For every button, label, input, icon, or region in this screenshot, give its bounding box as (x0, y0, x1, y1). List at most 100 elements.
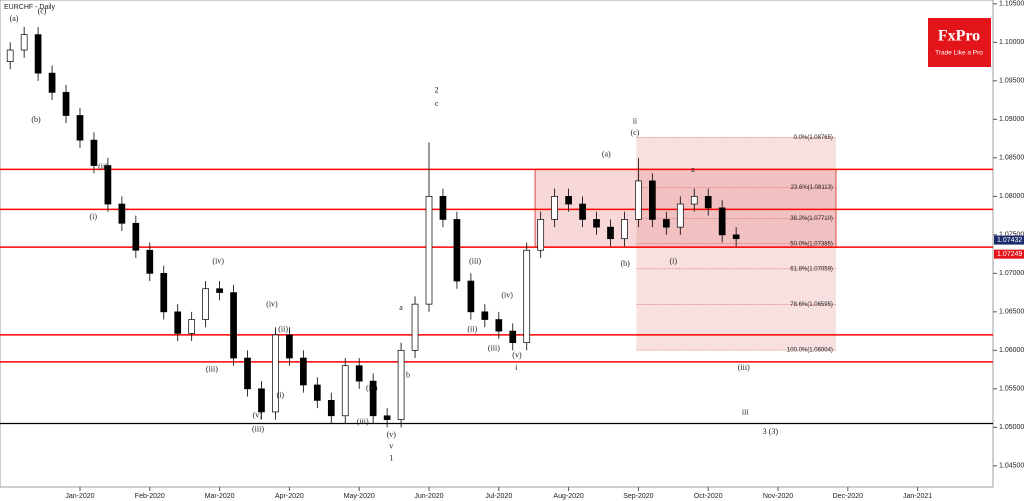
x-tick-label: May-2020 (344, 493, 375, 500)
candle-body (439, 195, 447, 220)
wave-label: iii (742, 408, 749, 417)
candle-body (174, 311, 182, 334)
logo-name: FxPro (938, 28, 980, 45)
candle-body (425, 195, 433, 305)
x-tick-label: Oct-2020 (694, 493, 723, 500)
y-tick-label: 1.07500 (999, 232, 1024, 239)
y-tick-label: 1.06500 (999, 309, 1024, 316)
candle-body (118, 203, 126, 224)
candle-body (188, 319, 196, 334)
wave-label: (c) (630, 128, 639, 137)
wave-label: v (389, 441, 393, 450)
candle-body (593, 219, 600, 228)
candle-body (495, 319, 503, 332)
candle-body (397, 349, 405, 420)
logo-tagline: Trade Like a Pro (935, 50, 983, 57)
price-box (994, 235, 1024, 245)
chart-title: EURCHF - Daily (4, 4, 55, 11)
candle-body (286, 334, 293, 359)
fibonacci-label: 100.0%(1.06004) (787, 348, 833, 354)
wave-label: ii (633, 116, 638, 125)
wave-label: (i) (670, 257, 678, 266)
fibonacci-label: 61.8%(1.07059) (790, 266, 833, 272)
x-tick-label: Jun-2020 (414, 493, 443, 500)
wave-label: 3 (3) (763, 427, 779, 436)
x-tick-label: Jul-2020 (485, 493, 512, 500)
plot-frame (0, 0, 994, 488)
wave-label: 1 (389, 454, 393, 463)
wave-label: (iii) (206, 364, 218, 373)
candle-body (481, 311, 489, 320)
y-tick-label: 1.08500 (999, 155, 1024, 162)
candle-body (258, 388, 265, 413)
wave-label: (iii) (469, 257, 481, 266)
price-box (994, 249, 1024, 259)
x-tick-label: Aug-2020 (553, 493, 583, 500)
x-tick-label: Mar-2020 (205, 493, 235, 500)
x-tick-label: Dec-2020 (833, 493, 863, 500)
y-tick-label: 1.09500 (999, 78, 1024, 85)
candle-body (313, 384, 321, 401)
fibonacci-label: 50.0%(1.07385) (790, 241, 833, 247)
candle-body (341, 365, 349, 417)
candle-body (662, 219, 670, 228)
fibonacci-label: 78.6%(1.06595) (790, 302, 833, 308)
candle-body (272, 334, 279, 413)
x-tick-label: Jan-2020 (65, 493, 94, 500)
candle-body (62, 92, 70, 116)
wave-label: (v) (253, 411, 263, 420)
wave-label: (iii) (252, 424, 264, 433)
wave-label: (ii) (467, 324, 477, 333)
wave-label: (ii) (278, 324, 288, 333)
y-tick-label: 1.04500 (999, 463, 1024, 470)
candle-body (216, 288, 223, 293)
candle-body (704, 195, 712, 209)
candle-body (467, 280, 475, 313)
y-tick-label: 1.05500 (999, 386, 1024, 393)
candle-body (76, 115, 84, 141)
wave-label: (iv) (266, 300, 278, 309)
wave-label: (iii) (357, 417, 369, 426)
wave-label: (i) (277, 391, 285, 400)
candle-body (146, 249, 154, 274)
candle-body (6, 49, 14, 62)
candle-body (635, 180, 642, 220)
wave-label: 2 (435, 86, 439, 95)
candle-body (676, 203, 684, 228)
x-tick-label: Apr-2020 (275, 493, 304, 500)
fibonacci-label: 23.6%(1.08113) (791, 185, 833, 191)
wave-label: (iv) (501, 290, 513, 299)
y-tick-label: 1.09000 (999, 116, 1024, 123)
candle-body (551, 195, 558, 220)
y-tick-label: 1.06000 (999, 347, 1024, 354)
wave-label: (i) (89, 212, 97, 221)
wave-label: (iv) (212, 257, 224, 266)
candle-body (48, 72, 56, 93)
x-tick-label: Jan-2021 (903, 493, 932, 500)
candle-body (537, 219, 545, 251)
y-tick-label: 1.05000 (999, 424, 1024, 431)
wave-label: (v) (512, 351, 522, 360)
fibonacci-label: 38.2%(1.07710) (790, 216, 833, 222)
candle-body (160, 272, 168, 313)
candle-body (411, 303, 419, 351)
wave-label: (iii) (738, 363, 750, 372)
candle-body (732, 234, 740, 240)
candle-body (132, 222, 140, 251)
candle-body (300, 357, 307, 386)
candle-body (509, 330, 517, 343)
candle-body (355, 365, 363, 382)
logo-box (928, 18, 991, 67)
wave-label: (v) (387, 430, 397, 439)
candle-body (327, 400, 335, 417)
wave-label: (iv) (366, 384, 378, 393)
wave-label: (iii) (488, 344, 500, 353)
candle-body (230, 292, 237, 359)
candle-body (565, 195, 572, 205)
candle-body (718, 207, 726, 236)
y-tick-label: 1.10000 (999, 39, 1024, 46)
x-tick-label: Feb-2020 (135, 493, 165, 500)
wave-label: (b) (620, 259, 630, 268)
wave-label: (ii) (98, 162, 108, 171)
